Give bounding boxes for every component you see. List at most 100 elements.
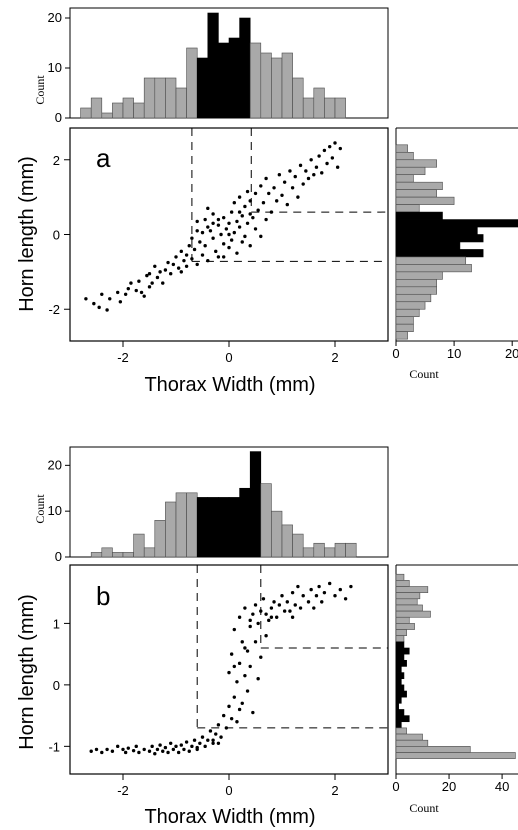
data-point <box>314 165 319 169</box>
data-point <box>269 615 274 619</box>
top-hist-bar <box>133 533 145 558</box>
data-point <box>243 234 247 239</box>
panel-a-scatter-plot: -2 0 2 -2 0 2 <box>48 127 389 365</box>
side-hist-bar <box>395 727 407 735</box>
data-point <box>171 262 176 267</box>
top-hist-ytick-label: 20 <box>48 457 62 472</box>
data-point <box>129 281 133 285</box>
data-point <box>182 747 186 752</box>
side-hist-bar <box>395 196 455 205</box>
top-hist-bar <box>207 497 219 558</box>
side-hist-bar <box>395 316 414 325</box>
data-point <box>248 664 252 669</box>
data-point <box>243 673 247 678</box>
data-point <box>153 752 157 756</box>
data-point <box>290 590 295 595</box>
data-point <box>248 624 252 629</box>
data-point <box>317 584 321 589</box>
data-point <box>110 749 115 753</box>
panel-b-ylabel: Horn length (mm) <box>16 594 38 750</box>
side-hist-bar <box>395 604 423 612</box>
x-tick-label: 0 <box>225 783 232 798</box>
top-hist-ytick-label: 10 <box>48 503 62 518</box>
data-point <box>203 244 207 248</box>
side-hist-xtick-label: 40 <box>495 779 509 794</box>
data-point <box>222 713 226 718</box>
data-point <box>147 749 152 753</box>
data-point <box>256 677 260 681</box>
data-point <box>169 272 173 276</box>
data-point <box>261 201 266 205</box>
data-point <box>150 281 154 285</box>
data-point <box>92 301 96 306</box>
data-point <box>240 240 244 244</box>
side-hist-bar <box>395 659 407 667</box>
data-point <box>333 141 337 145</box>
side-hist-bar <box>395 653 405 661</box>
data-point <box>94 747 99 752</box>
top-hist-bar <box>292 77 304 119</box>
data-point <box>203 744 207 749</box>
panel-b-top-hist-ylabel: Count <box>33 494 47 524</box>
top-hist-ytick-label: 0 <box>55 110 62 125</box>
top-hist-bar <box>334 97 346 119</box>
data-point <box>229 652 234 656</box>
data-point <box>272 600 276 604</box>
data-point <box>248 212 252 216</box>
data-point <box>224 227 229 231</box>
side-hist-bar <box>395 293 432 303</box>
top-hist-bar <box>175 87 187 119</box>
data-point <box>338 587 342 592</box>
side-hist-bar <box>395 151 414 161</box>
data-point <box>126 746 130 750</box>
data-point <box>147 285 152 289</box>
side-hist-bar <box>395 271 443 280</box>
side-hist-bar <box>395 733 423 741</box>
data-point <box>184 264 189 268</box>
side-hist-bar <box>395 301 426 310</box>
side-hist-bar <box>395 684 405 692</box>
data-point <box>192 738 197 742</box>
data-point <box>251 612 255 616</box>
top-hist-bar <box>313 87 325 119</box>
data-point <box>282 609 287 613</box>
data-point <box>123 292 128 296</box>
data-point <box>227 704 231 709</box>
side-hist-bar <box>395 256 467 265</box>
data-point <box>240 214 244 218</box>
data-point <box>187 244 191 248</box>
data-point <box>306 176 311 181</box>
side-hist-bar <box>395 623 415 630</box>
data-point <box>206 738 210 742</box>
y-tick-label: -1 <box>48 739 60 754</box>
data-point <box>309 158 313 162</box>
data-point <box>216 217 221 222</box>
side-hist-bar <box>395 204 420 213</box>
data-point <box>208 729 213 733</box>
data-point <box>306 600 311 604</box>
top-hist-bar <box>271 510 283 558</box>
top-hist-bar <box>196 57 209 119</box>
data-point <box>176 750 181 755</box>
side-hist-bar <box>395 144 408 153</box>
data-point <box>232 627 236 632</box>
top-hist-bar <box>80 107 92 119</box>
side-hist-bar <box>395 672 405 680</box>
side-hist-bar <box>395 323 414 332</box>
data-point <box>328 581 332 586</box>
data-point <box>275 615 279 619</box>
y-tick-label: 0 <box>53 228 60 243</box>
side-hist-bar <box>395 189 437 198</box>
data-point <box>338 146 342 151</box>
data-point <box>179 249 183 254</box>
data-point <box>200 735 205 739</box>
data-point <box>237 615 242 619</box>
data-point <box>100 292 104 296</box>
data-point <box>134 288 138 293</box>
x-tick-label: 2 <box>331 350 338 365</box>
data-point <box>174 744 178 749</box>
data-point <box>312 173 316 177</box>
data-point <box>216 223 221 227</box>
data-point <box>84 297 88 301</box>
panel-b-side-hist-xlabel: Count <box>409 801 439 815</box>
